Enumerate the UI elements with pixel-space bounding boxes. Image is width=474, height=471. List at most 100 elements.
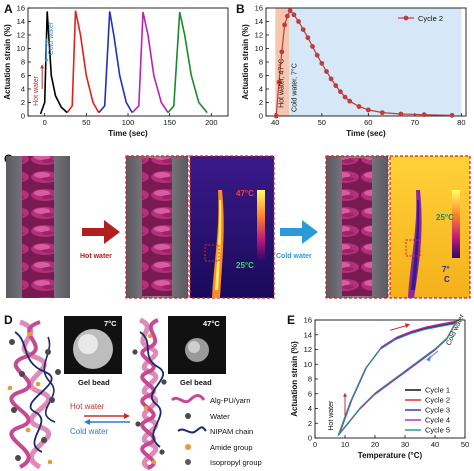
- legend-water: Water: [210, 412, 230, 421]
- y-tick-label: 0: [21, 112, 25, 121]
- data-point: [276, 79, 282, 85]
- photo-coil-initial: [6, 156, 70, 298]
- hot-arrow-head: [40, 64, 45, 69]
- chart-a: 0 50 100 150 200 0 2 4 6 8 10 12 14 16 Time (sec) Actua…: [3, 4, 229, 138]
- panel-letter-a: A: [4, 2, 13, 16]
- temp-warm-label: 25°C: [436, 213, 454, 222]
- data-point: [284, 13, 290, 19]
- data-point: [300, 27, 306, 32]
- y-tick-label: 10: [255, 44, 263, 53]
- gel-cold-temp: 7°C: [104, 319, 117, 328]
- x-tick-label: 100: [122, 118, 135, 127]
- y-tick-label: 14: [304, 330, 312, 339]
- annotation-hot-water: Hot water: [328, 400, 335, 431]
- legend-label-1: Cycle 1: [425, 386, 450, 395]
- data-point: [296, 19, 301, 24]
- panel-d-schematic: 7°C Gel bead Hot water Cold water 47°C G…: [7, 316, 262, 471]
- x-tick-label: 20: [371, 440, 379, 449]
- gel-bead-label-hot: Gel bead: [180, 378, 212, 387]
- data-point: [282, 22, 288, 28]
- y-axis-label: Actuation strain (%): [3, 24, 12, 100]
- data-point: [338, 89, 343, 95]
- data-point: [365, 107, 371, 113]
- data-point: [356, 104, 362, 109]
- ir-image-cold: [389, 155, 471, 299]
- series-line-4: [131, 11, 169, 114]
- y-tick-label: 0: [259, 112, 263, 121]
- legend-coil-marker: [170, 394, 206, 404]
- data-point: [287, 8, 293, 14]
- temp-cold-label-a: 7°: [442, 265, 450, 274]
- y-tick-label: 4: [21, 85, 25, 94]
- panel-letter-b: B: [236, 2, 245, 16]
- heating-arrow-top-head: [405, 323, 410, 329]
- legend-chain-marker: [177, 426, 207, 434]
- chart-b: 40 50 60 70 80 0 2 4 6 8 10 12 14 16 Time (sec) Actuati…: [241, 4, 467, 138]
- x-axis-label: Temperature (°C): [358, 451, 423, 460]
- x-tick-label: 50: [318, 118, 326, 127]
- series-loop-5: [337, 320, 458, 436]
- y-tick-label: 14: [17, 17, 25, 26]
- y-tick-label: 2: [308, 419, 312, 428]
- data-point: [314, 52, 320, 58]
- x-tick-label: 30: [401, 440, 409, 449]
- y-tick-label: 10: [304, 360, 312, 369]
- hot-water-label-c: Hot water: [80, 253, 112, 260]
- y-tick-label: 14: [255, 17, 263, 26]
- y-tick-label: 6: [259, 71, 263, 80]
- x-axis-label: Time (sec): [346, 129, 386, 138]
- y-tick-label: 16: [17, 4, 25, 13]
- series-line-1: [39, 11, 68, 115]
- x-tick-label: 0: [313, 440, 317, 449]
- y-tick-label: 4: [308, 404, 312, 413]
- legend-marker: [403, 15, 409, 21]
- y-tick-label: 12: [255, 31, 263, 40]
- cold-water-arrow: [280, 220, 318, 244]
- ir-image-hot: [189, 155, 275, 299]
- legend-label-5: Cycle 5: [425, 426, 450, 435]
- y-tick-label: 2: [259, 98, 263, 107]
- y-tick-label: 10: [17, 44, 25, 53]
- hot-water-label-d: Hot water: [70, 402, 105, 411]
- x-tick-label: 80: [457, 118, 465, 127]
- heating-arrow-top: [389, 324, 409, 331]
- data-point: [398, 111, 404, 117]
- contracted-fiber: [132, 317, 167, 471]
- data-point: [291, 12, 297, 18]
- cold-water-label-c: Cold water: [276, 253, 312, 260]
- y-tick-label: 6: [21, 71, 25, 80]
- y-tick-label: 12: [17, 31, 25, 40]
- swollen-fiber: [7, 319, 61, 470]
- data-point: [333, 83, 339, 89]
- x-tick-label: 50: [461, 440, 469, 449]
- x-tick-label: 200: [205, 118, 218, 127]
- y-tick-label: 6: [308, 389, 312, 398]
- legend-water-marker: [185, 413, 191, 419]
- series-line-5: [167, 11, 208, 114]
- gel-bead-hot: [168, 316, 226, 374]
- data-point: [279, 49, 285, 55]
- cold-span: [289, 8, 462, 116]
- data-point: [328, 76, 334, 82]
- temp-cold-label-b: C: [444, 275, 450, 284]
- legend-amide: Amide group: [210, 443, 253, 452]
- data-point: [421, 112, 427, 118]
- x-tick-label: 40: [431, 440, 439, 449]
- y-tick-label: 2: [21, 98, 25, 107]
- y-tick-label: 8: [21, 58, 25, 67]
- y-tick-label: 4: [259, 85, 263, 94]
- annotation-cold-water: Cold water, 7°C: [291, 63, 299, 112]
- panel-letter-d: D: [4, 313, 13, 327]
- gel-bead-label-cold: Gel bead: [78, 378, 110, 387]
- data-point: [310, 44, 315, 49]
- x-tick-label: 0: [43, 118, 47, 127]
- legend-label-4: Cycle 4: [425, 416, 450, 425]
- gel-hot-temp: 47°C: [203, 319, 220, 328]
- data-point: [449, 112, 455, 118]
- legend-label-2: Cycle 2: [425, 396, 450, 405]
- cold-water-label-d: Cold water: [70, 427, 109, 436]
- legend-isopropyl-marker: [185, 459, 191, 465]
- hot-water-arrow: [82, 220, 120, 244]
- y-axis-label: Actuation strain (%): [290, 341, 299, 417]
- annotation-hot-water: Hot water: [33, 75, 40, 106]
